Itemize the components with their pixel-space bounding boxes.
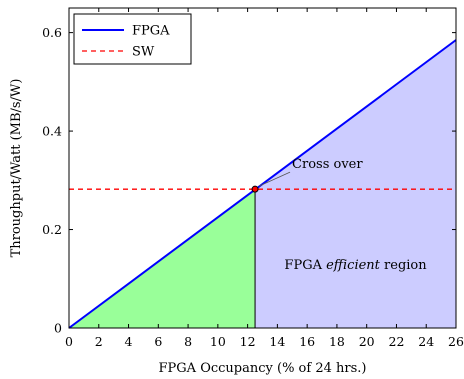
x-tick-label: 14 [269, 334, 285, 349]
x-tick-label: 12 [240, 334, 256, 349]
x-tick-label: 10 [210, 334, 226, 349]
y-tick-label: 0.2 [42, 222, 62, 237]
y-axis-label: Throughput/Watt (MB/s/W) [9, 79, 24, 258]
legend: FPGA SW [73, 13, 192, 65]
crossover-leader [258, 171, 291, 187]
x-tick-label: 16 [299, 334, 315, 349]
x-tick-label: 20 [359, 334, 375, 349]
plot-frame [68, 7, 457, 329]
x-tick-label: 4 [125, 334, 133, 349]
region-label-prefix: FPGA [284, 258, 326, 273]
legend-box [73, 13, 192, 65]
crossover-label: Cross over [292, 157, 363, 172]
y-tick-label: 0.6 [42, 25, 62, 40]
x-tick-label: 22 [389, 334, 405, 349]
legend-label-sw: SW [132, 45, 155, 60]
x-tick-label: 8 [184, 334, 192, 349]
y-tick-label: 0.4 [42, 124, 62, 139]
x-tick-label: 6 [154, 334, 162, 349]
lines-layer [68, 39, 457, 329]
region-label-emph: efficient [326, 258, 381, 273]
region-label-suffix: region [380, 258, 427, 273]
x-axis-label: FPGA Occupancy (% of 24 hrs.) [159, 361, 367, 376]
x-tick-label: 0 [65, 334, 73, 349]
x-tick-label: 2 [95, 334, 103, 349]
x-tick-label: 26 [448, 334, 464, 349]
x-tick-label: 24 [418, 334, 434, 349]
x-tick-label: 18 [329, 334, 345, 349]
crossover-marker [251, 185, 259, 193]
legend-label-fpga: FPGA [132, 24, 170, 39]
region-efficient [255, 40, 456, 328]
y-tick-label: 0 [54, 321, 62, 336]
plot-border [68, 7, 457, 329]
series-line-fpga [68, 39, 457, 329]
efficient-region-label: FPGA efficient region [284, 258, 427, 273]
